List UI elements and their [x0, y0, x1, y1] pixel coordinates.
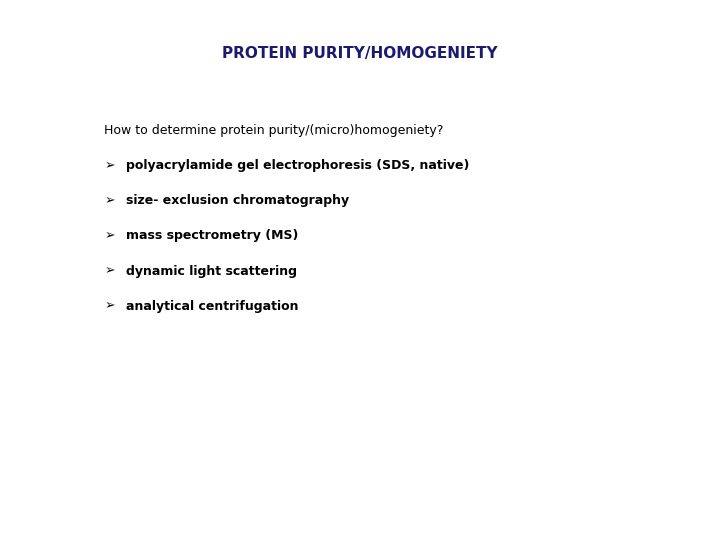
Text: PROTEIN PURITY/HOMOGENIETY: PROTEIN PURITY/HOMOGENIETY: [222, 46, 498, 61]
Text: ➢: ➢: [104, 300, 115, 313]
Text: size- exclusion chromatography: size- exclusion chromatography: [126, 194, 349, 207]
Text: dynamic light scattering: dynamic light scattering: [126, 265, 297, 278]
Text: analytical centrifugation: analytical centrifugation: [126, 300, 299, 313]
Text: ➢: ➢: [104, 230, 115, 242]
Text: polyacrylamide gel electrophoresis (SDS, native): polyacrylamide gel electrophoresis (SDS,…: [126, 159, 469, 172]
Text: How to determine protein purity/(micro)homogeniety?: How to determine protein purity/(micro)h…: [104, 124, 444, 137]
Text: mass spectrometry (MS): mass spectrometry (MS): [126, 230, 298, 242]
Text: ➢: ➢: [104, 159, 115, 172]
Text: ➢: ➢: [104, 265, 115, 278]
Text: ➢: ➢: [104, 194, 115, 207]
